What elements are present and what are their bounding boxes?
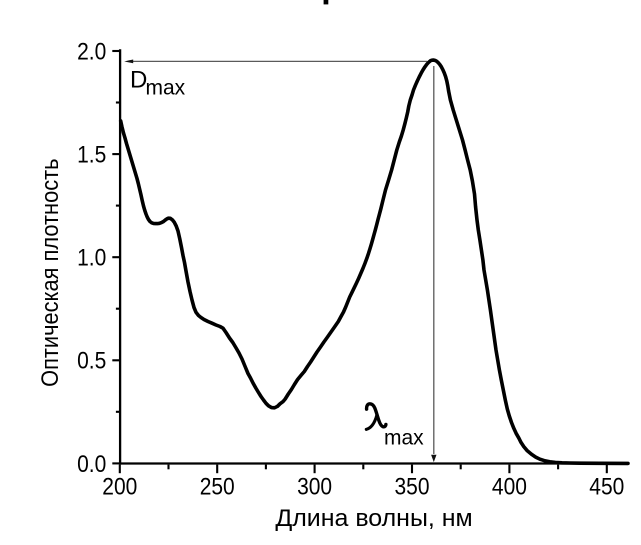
svg-text:300: 300 — [297, 473, 332, 500]
svg-text:max: max — [146, 77, 186, 100]
svg-text:1.0: 1.0 — [77, 244, 106, 271]
svg-text:250: 250 — [200, 473, 235, 500]
svg-text:max: max — [384, 427, 424, 450]
svg-text:450: 450 — [589, 473, 624, 500]
svg-text:0.5: 0.5 — [77, 347, 106, 374]
svg-text:1.5: 1.5 — [77, 141, 106, 168]
svg-text:D: D — [130, 67, 147, 94]
svg-text:400: 400 — [492, 473, 527, 500]
svg-text:200: 200 — [102, 473, 137, 500]
svg-text:Длина волны, нм: Длина волны, нм — [275, 505, 472, 531]
svg-text:2.0: 2.0 — [77, 38, 106, 65]
svg-text:350: 350 — [394, 473, 429, 500]
svg-text:Оптическая плотность: Оптическая плотность — [36, 158, 63, 386]
svg-text:0.0: 0.0 — [77, 451, 106, 478]
